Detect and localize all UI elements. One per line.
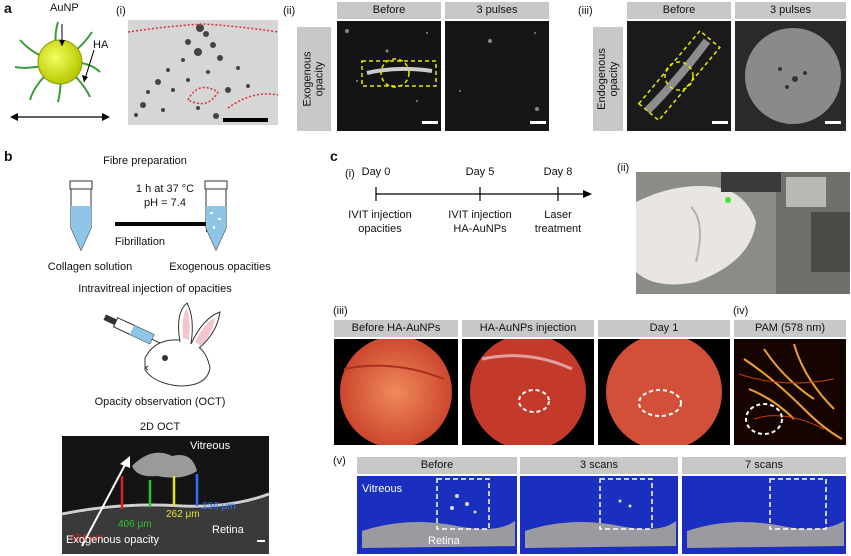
subpanel-a-ii-label: (ii) [283,5,296,17]
measure-yellow: 262 μm [166,509,200,520]
collagen-solution-label: Collagen solution [47,261,133,273]
header-ii-after: 3 pulses [445,2,549,19]
image-iii-before [627,21,731,131]
oct-title: 2D OCT [139,421,181,433]
header-c-v-0: Before [357,457,517,474]
fundus-image-day1 [598,339,730,445]
oct3d-7-scans [682,476,846,554]
timeline-axis [375,187,592,201]
oct3d-before [357,476,517,554]
v-vitreous-label: Vitreous [362,483,403,495]
header-iii-before: Before [627,2,731,19]
fibrillation-label: Fibrillation [114,236,166,248]
subpanel-c-ii-label: (ii) [617,162,630,174]
pam-image [734,339,846,445]
side-label-endogenous: Endogenous opacity [593,27,623,131]
condition-temp: 1 h at 37 °C [135,183,195,195]
timeline-day-0: Day 0 [361,166,391,178]
header-c-iv: PAM (578 nm) [734,320,846,337]
timeline-day-5: Day 5 [465,166,495,178]
timeline-desc-0-b: opacities [358,223,402,235]
panel-letter-b: b [4,148,13,164]
exogenous-opacities-label: Exogenous opacities [169,261,271,273]
header-c-iii-1: HA-AuNPs injection [462,320,594,337]
ha-label: HA [93,39,109,51]
v-retina-label: Retina [428,535,460,547]
measure-red: 424 μm [70,533,104,544]
oct3d-3-scans [520,476,678,554]
header-ii-before: Before [337,2,441,19]
oct-observation-label: Opacity observation (OCT) [94,396,226,408]
fibre-prep-title: Fibre preparation [103,155,187,167]
subpanel-a-iii-label: (iii) [578,5,593,17]
timeline-desc-2-b: treatment [534,223,582,235]
rabbit-injection-illustration [103,302,221,387]
side-label-exogenous: Exogenous opacity [297,27,331,131]
subpanel-c-iv-label: (iv) [733,305,749,317]
timeline-day-8: Day 8 [543,166,573,178]
header-iii-after: 3 pulses [735,2,846,19]
injection-label: Intravitreal injection of opacities [78,283,232,295]
image-ii-after [445,21,549,131]
panel-letter-a: a [4,0,12,16]
subpanel-c-i-label: (i) [345,168,355,180]
oct-image: Vitreous Retina 424 μm 406 μm 262 μm 236… [62,436,269,554]
header-c-v-1: 3 scans [520,457,678,474]
fibre-prep-diagram [69,180,228,252]
condition-ph: pH = 7.4 [144,197,186,209]
subpanel-a-i-label: (i) [116,5,126,17]
timeline-desc-1-a: IVIT injection [448,209,512,221]
fundus-image-before [334,339,458,445]
timeline-desc-2-a: Laser [544,209,572,221]
aunp-illustration [10,21,110,121]
header-c-iii-2: Day 1 [598,320,730,337]
image-ii-before [337,21,441,131]
timeline-desc-1-b: HA-AuNPs [453,223,507,235]
measure-blue: 236 μm [202,501,236,512]
aunp-label: AuNP [50,2,79,14]
subpanel-c-iii-label: (iii) [333,305,348,317]
header-c-iii-0: Before HA-AuNPs [334,320,458,337]
fundus-image-injection [462,339,594,445]
panel-letter-c: c [330,148,338,164]
header-c-v-2: 7 scans [682,457,846,474]
oct-scan-graphic [62,436,269,554]
microscopy-image-a-i [128,20,278,125]
exogenous-opacity-label: Exogenous opacity [66,534,159,546]
timeline-desc-0-a: IVIT injection [348,209,412,221]
image-iii-after [735,21,846,131]
measure-green: 406 μm [118,519,152,530]
photo-c-ii [636,172,850,294]
oct-vitreous-label: Vitreous [190,440,231,452]
oct-retina-label: Retina [212,524,244,536]
subpanel-c-v-label: (v) [333,455,346,467]
